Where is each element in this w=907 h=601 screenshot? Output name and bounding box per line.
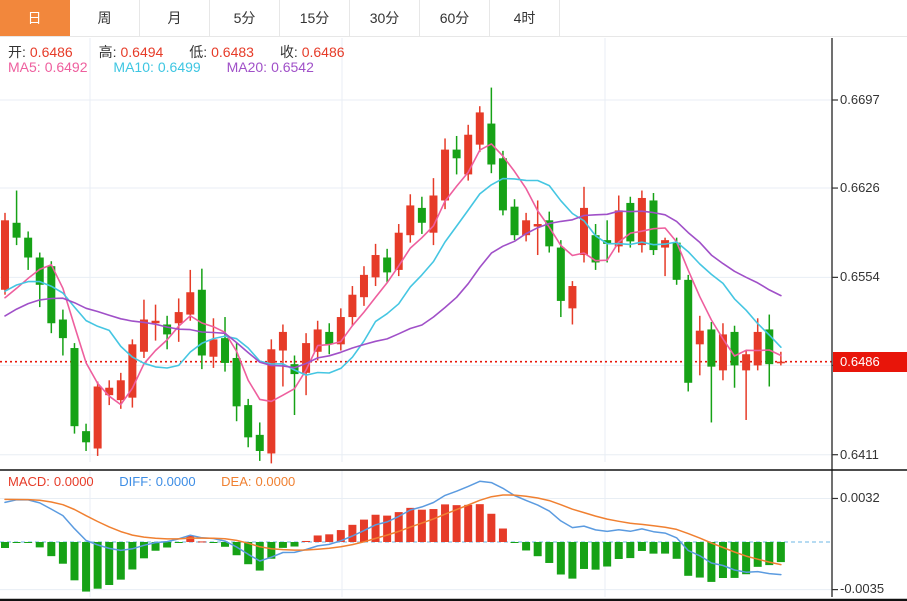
macd-tick-1: -0.0035 [840,581,885,596]
dea-value: 0.0000 [255,474,296,489]
open-value: 0.6486 [29,44,73,60]
ma5-label: MA5: [8,59,41,75]
ma10-value: 0.6499 [157,59,201,75]
high-value: 0.6494 [120,44,164,60]
ma10-label: MA10: [113,59,154,75]
ma20-value: 0.6542 [271,59,314,75]
price-tick-3: 0.6411 [840,447,879,462]
tab-30min[interactable]: 30分 [350,0,420,36]
tab-15min[interactable]: 15分 [280,0,350,36]
macd-tick-0: 0.0032 [840,490,880,505]
diff-label: DIFF: [119,474,152,489]
tab-5min[interactable]: 5分 [210,0,280,36]
ohlc-legend: 开: 0.6486 高: 0.6494 低: 0.6483 收: 0.6486 [8,42,349,62]
macd-label: MACD: [8,474,50,489]
low-label: 低: [189,44,208,60]
price-tick-1: 0.6626 [840,180,880,195]
tab-4hour[interactable]: 4时 [490,0,560,36]
close-value: 0.6486 [301,44,345,60]
price-tick-2: 0.6554 [840,269,880,284]
tab-weekly[interactable]: 周 [70,0,140,36]
ma-legend: MA5: 0.6492 MA10: 0.6499 MA20: 0.6542 [8,59,318,75]
ma20-label: MA20: [226,59,268,75]
macd-value: 0.0000 [53,474,94,489]
tab-monthly[interactable]: 月 [140,0,210,36]
close-label: 收: [279,44,298,60]
ma5-value: 0.6492 [44,59,88,75]
dea-label: DEA: [221,474,252,489]
interval-tabbar: 日 周 月 5分 15分 30分 60分 4时 [0,0,907,37]
current-price-badge: 0.6486 [833,352,907,372]
diff-value: 0.0000 [155,474,196,489]
tab-60min[interactable]: 60分 [420,0,490,36]
low-value: 0.6483 [211,44,254,60]
price-tick-0: 0.6697 [840,92,880,107]
high-label: 高: [98,44,117,60]
open-label: 开: [8,44,26,60]
macd-legend: MACD: 0.0000 DIFF: 0.0000 DEA: 0.0000 [8,474,299,489]
tab-daily[interactable]: 日 [0,0,70,36]
